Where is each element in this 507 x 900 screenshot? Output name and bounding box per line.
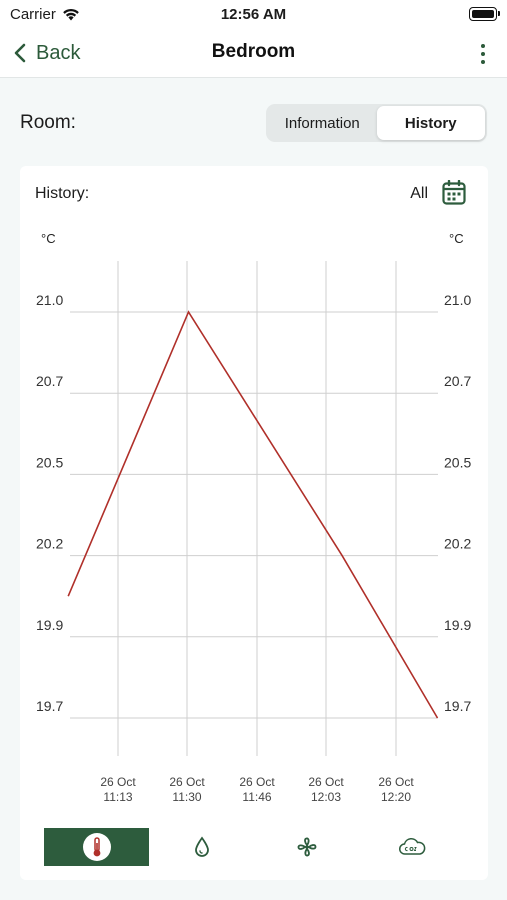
y-tick-label-left: 20.2	[36, 536, 63, 552]
tab-temperature[interactable]	[44, 828, 149, 866]
y-tick-label-right: 20.2	[444, 536, 471, 552]
y-tick-label-left: 20.7	[36, 373, 63, 389]
y-tick-label-right: 20.5	[444, 454, 471, 470]
status-carrier: Carrier	[10, 6, 80, 23]
more-dot-icon	[481, 60, 485, 64]
view-segmented-control: Information History	[266, 104, 487, 142]
history-card: History: All 21.0 21.0 20.7 20.7 20.5 20.5 20.…	[20, 166, 488, 880]
history-label: History:	[35, 185, 90, 202]
tab-humidity[interactable]	[149, 828, 254, 866]
segment-information[interactable]: Information	[284, 114, 360, 132]
more-dot-icon	[481, 52, 485, 56]
co2-cloud-icon	[398, 838, 425, 855]
calendar-icon[interactable]	[442, 180, 466, 206]
more-options-button[interactable]	[475, 40, 491, 68]
sensor-tab-bar	[44, 828, 464, 866]
tab-co2[interactable]	[359, 828, 464, 866]
temperature-chart: 21.0 21.0 20.7 20.7 20.5 20.5 20.2 20.2 19.9 19.9…	[36, 231, 471, 804]
tab-fan[interactable]	[254, 828, 359, 866]
back-button[interactable]: Back	[14, 38, 80, 68]
status-bar: Carrier 12:56 AM	[0, 0, 507, 30]
carrier-label: Carrier	[10, 6, 56, 23]
chevron-left-icon	[14, 43, 26, 63]
fan-icon	[297, 837, 316, 857]
y-tick-label-left: 19.9	[36, 617, 63, 633]
y-tick-label-left: 21.0	[36, 292, 63, 308]
y-tick-label-right: 19.9	[444, 617, 471, 633]
x-tick-label: 26 Oct 12:20	[378, 775, 414, 804]
navigation-bar: Back Bedroom	[0, 30, 507, 78]
room-label: Room:	[20, 112, 76, 133]
y-unit-right: °C	[449, 231, 464, 246]
y-tick-label-right: 19.7	[444, 698, 471, 714]
range-selector[interactable]: All	[410, 185, 428, 202]
page-title: Bedroom	[211, 41, 296, 62]
temperature-series-line	[67, 310, 439, 719]
y-tick-label-right: 21.0	[444, 292, 471, 308]
x-tick-label: 26 Oct 12:03	[308, 775, 344, 804]
more-dot-icon	[481, 44, 485, 48]
humidity-drop-icon	[194, 836, 209, 857]
status-time: 12:56 AM	[220, 6, 287, 23]
wifi-icon	[63, 8, 79, 21]
x-tick-label: 26 Oct 11:30	[169, 775, 205, 804]
x-tick-label: 26 Oct 11:46	[239, 775, 275, 804]
thermometer-icon	[82, 833, 111, 861]
y-tick-label-right: 20.7	[444, 373, 471, 389]
y-tick-label-left: 19.7	[36, 698, 63, 714]
back-label: Back	[36, 41, 81, 64]
y-unit-left: °C	[41, 231, 56, 246]
y-tick-label-left: 20.5	[36, 454, 63, 470]
segment-history[interactable]: History	[376, 106, 485, 140]
x-tick-label: 26 Oct 11:13	[100, 775, 136, 804]
battery-icon	[469, 7, 500, 21]
